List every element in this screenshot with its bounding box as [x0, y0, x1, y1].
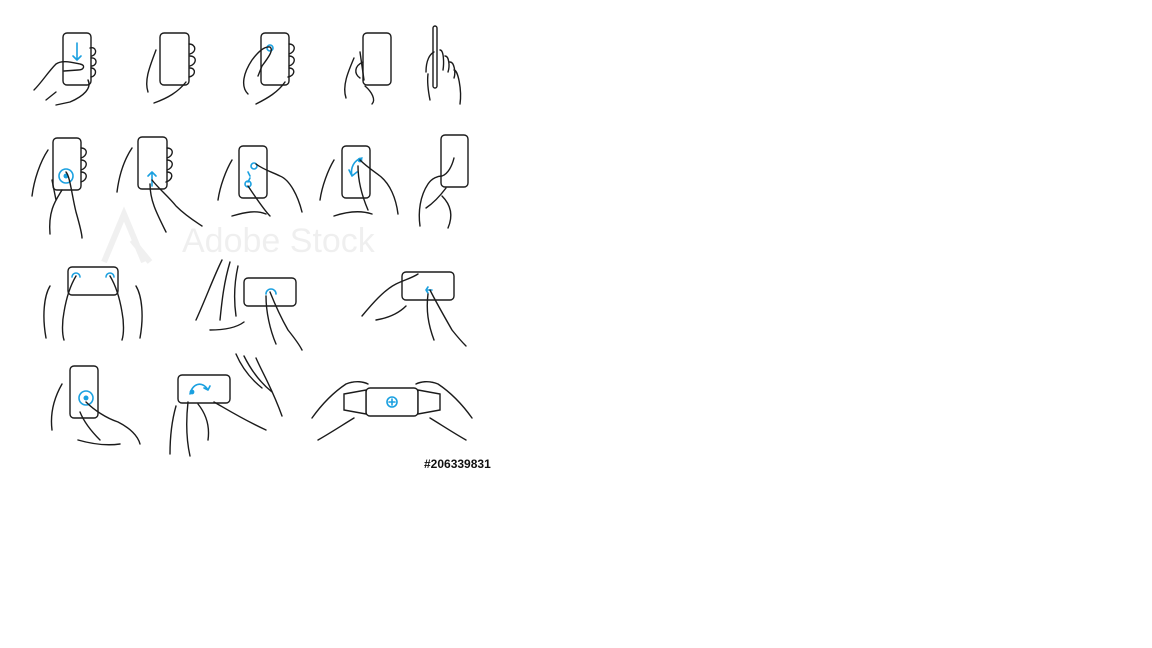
finger-tap-icon	[31, 137, 87, 239]
stock-id-label: #206339831	[424, 457, 491, 471]
swipe-up-gesture-icon	[116, 136, 203, 233]
hold-phone-side-icon	[344, 32, 392, 105]
swipe-down-gesture-icon	[33, 32, 97, 106]
pinch-grip-icon	[418, 134, 469, 229]
watermark-text: Adobe Stock	[182, 222, 376, 260]
hold-phone-icon	[146, 32, 196, 104]
adobe-stock-watermark: Adobe Stock	[101, 206, 376, 264]
landscape-rotate-icon	[169, 353, 283, 457]
landscape-tap-icon	[195, 259, 303, 351]
landscape-zoom-icon	[311, 381, 473, 441]
double-finger-tap-icon	[217, 145, 303, 217]
press-hold-icon	[50, 365, 141, 446]
phone-side-view-icon	[425, 25, 462, 105]
rotate-gesture-icon	[319, 145, 399, 217]
thumb-tap-icon	[242, 32, 295, 105]
two-thumb-landscape-icon	[43, 266, 143, 341]
landscape-swipe-icon	[361, 271, 467, 347]
